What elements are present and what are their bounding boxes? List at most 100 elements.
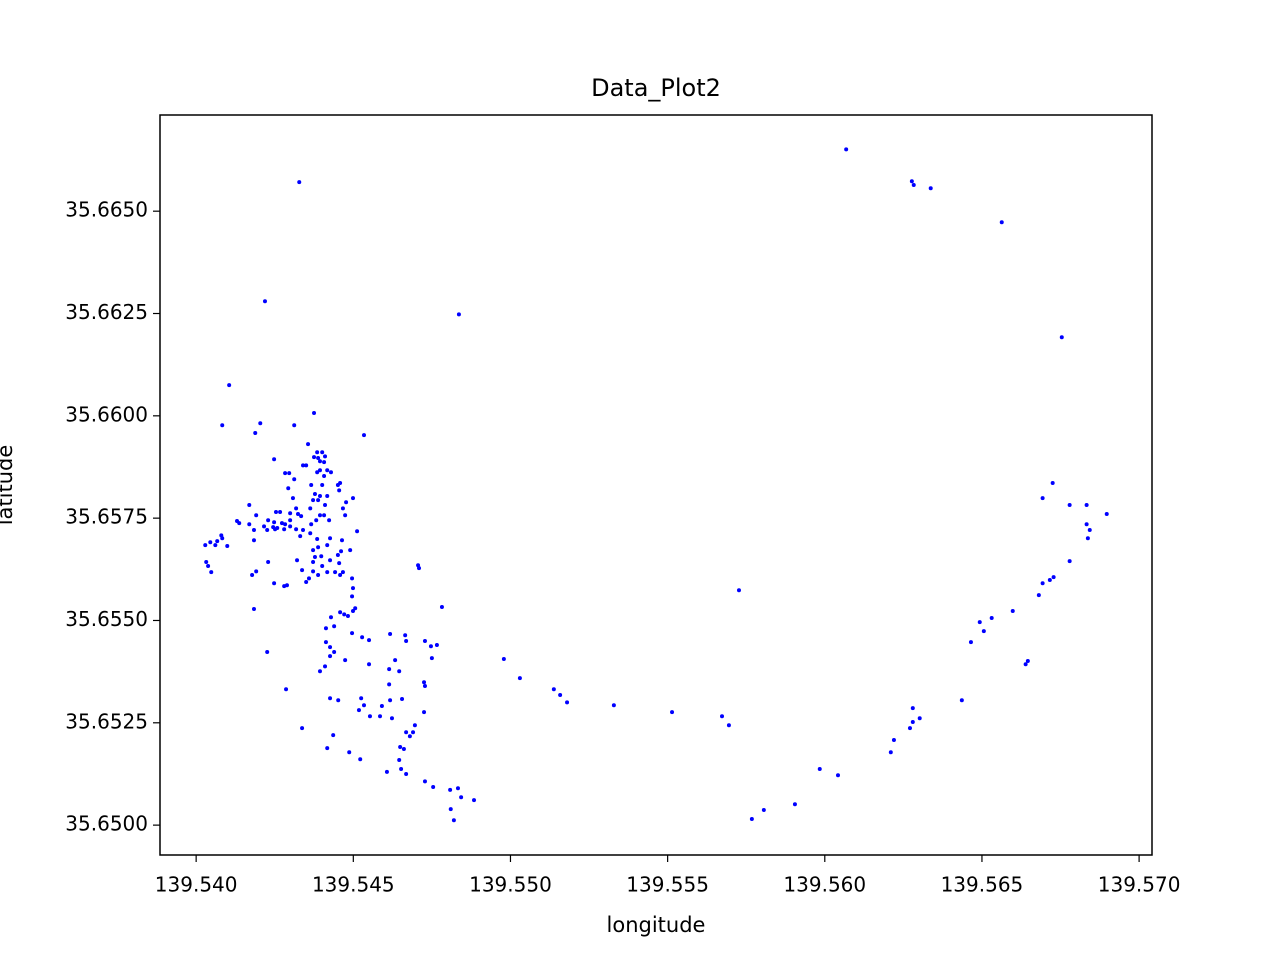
- point: [347, 750, 352, 755]
- point: [220, 423, 225, 428]
- points: [203, 147, 1109, 823]
- point: [250, 573, 255, 578]
- point: [300, 726, 305, 731]
- point: [320, 483, 325, 487]
- point: [389, 716, 394, 721]
- point: [356, 708, 361, 713]
- point: [361, 703, 366, 708]
- point: [266, 559, 271, 564]
- point: [309, 522, 314, 527]
- point: [388, 631, 393, 636]
- point: [517, 676, 522, 681]
- y-tick-label: 35.6625: [65, 300, 148, 324]
- point: [1067, 503, 1072, 508]
- point: [439, 604, 444, 609]
- point: [203, 543, 208, 548]
- point: [278, 510, 283, 515]
- point: [910, 719, 915, 724]
- point: [501, 656, 506, 661]
- point: [323, 640, 328, 645]
- point: [322, 460, 327, 465]
- point: [1051, 575, 1056, 580]
- point: [219, 533, 224, 538]
- x-tick-label: 139.565: [941, 873, 1024, 897]
- y-tick-label: 35.6650: [65, 198, 148, 222]
- point: [272, 520, 277, 525]
- point: [720, 714, 725, 719]
- point: [726, 723, 731, 728]
- point: [358, 757, 363, 762]
- point: [328, 536, 333, 541]
- point: [328, 696, 333, 701]
- point: [251, 538, 256, 543]
- point: [350, 586, 355, 591]
- point: [565, 700, 570, 705]
- point: [338, 573, 343, 578]
- point: [312, 410, 317, 415]
- point: [422, 710, 427, 715]
- point: [400, 697, 405, 702]
- point: [336, 698, 341, 703]
- x-tick-label: 139.555: [626, 873, 709, 897]
- point: [283, 471, 288, 476]
- point: [292, 477, 297, 482]
- point: [459, 795, 464, 800]
- point: [301, 528, 306, 533]
- point: [328, 645, 333, 650]
- point: [309, 483, 314, 487]
- point: [323, 626, 328, 631]
- point: [835, 773, 840, 778]
- point: [387, 682, 392, 687]
- point: [456, 312, 461, 317]
- point: [434, 643, 439, 648]
- point: [1050, 480, 1055, 485]
- point: [343, 658, 348, 663]
- point: [258, 421, 263, 426]
- point: [283, 522, 288, 527]
- point: [328, 654, 333, 659]
- point: [272, 457, 277, 462]
- point: [1025, 658, 1030, 663]
- point: [384, 769, 389, 774]
- x-tick-label: 139.570: [1098, 873, 1181, 897]
- point: [315, 450, 320, 455]
- point: [350, 496, 355, 501]
- point: [288, 511, 293, 516]
- point: [338, 480, 343, 485]
- point: [237, 521, 242, 526]
- point: [265, 649, 270, 654]
- point: [910, 706, 915, 711]
- point: [317, 468, 322, 473]
- point: [428, 644, 433, 649]
- point: [399, 767, 404, 772]
- point: [316, 573, 321, 578]
- point: [317, 494, 322, 499]
- point: [448, 787, 453, 792]
- point: [322, 513, 327, 518]
- point: [350, 631, 355, 636]
- point: [251, 607, 256, 612]
- x-tick-label: 139.560: [783, 873, 866, 897]
- point: [670, 710, 675, 715]
- point: [342, 612, 347, 617]
- point: [451, 818, 456, 823]
- point: [337, 488, 342, 493]
- y-axis-label: latitude: [0, 445, 17, 526]
- point: [282, 527, 287, 532]
- point: [332, 649, 337, 654]
- point: [558, 692, 563, 697]
- point: [317, 459, 322, 464]
- point: [312, 492, 317, 497]
- point: [311, 569, 316, 574]
- point: [298, 534, 303, 539]
- point: [294, 506, 299, 511]
- point: [312, 455, 317, 460]
- point: [1067, 559, 1072, 564]
- point: [213, 543, 218, 548]
- point: [1084, 522, 1089, 527]
- point: [338, 610, 343, 615]
- point: [316, 545, 321, 550]
- point: [888, 750, 893, 755]
- point: [891, 737, 896, 742]
